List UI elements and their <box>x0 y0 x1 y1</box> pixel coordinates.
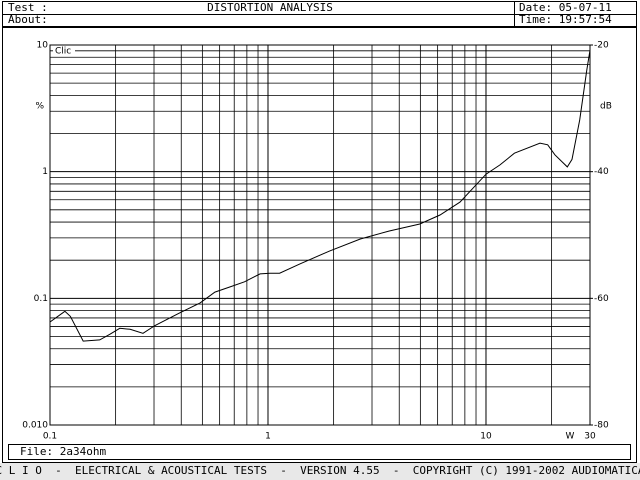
file-name: File: 2a34ohm <box>20 445 106 458</box>
y2-tick-label: -20 <box>594 41 609 51</box>
chart-frame <box>2 27 637 463</box>
time: Time: 19:57:54 <box>519 13 612 26</box>
x-tick-label: 10 <box>480 432 492 442</box>
title: DISTORTION ANALYSIS <box>207 1 333 14</box>
credits: C L I O - ELECTRICAL & ACOUSTICAL TESTS … <box>0 464 640 477</box>
y2-tick-label: -80 <box>594 421 609 431</box>
y-tick-label: 1 <box>42 167 48 177</box>
y-tick-label: 10 <box>37 41 49 51</box>
y2-axis-label: dB <box>600 102 612 112</box>
about-label: About: <box>8 13 48 26</box>
y-tick-label: 0.1 <box>34 294 48 304</box>
x-tick-label: 0.1 <box>43 432 57 442</box>
date: Date: 05-07-11 <box>519 1 612 14</box>
y-tick-label: 0.010 <box>22 421 48 431</box>
x-tick-label: 30 <box>584 432 596 442</box>
x-tick-label: 1 <box>265 432 271 442</box>
x-axis-label: W <box>566 432 575 442</box>
y2-tick-label: -40 <box>594 167 609 177</box>
test-label: Test : <box>8 1 48 14</box>
annotation-bg <box>53 46 75 56</box>
annotation: Clic <box>55 47 71 57</box>
y2-tick-label: -60 <box>594 294 609 304</box>
status-bar <box>0 463 640 480</box>
y-axis-label: % <box>35 102 44 112</box>
file-box <box>8 444 631 460</box>
distortion-curve <box>49 50 591 342</box>
